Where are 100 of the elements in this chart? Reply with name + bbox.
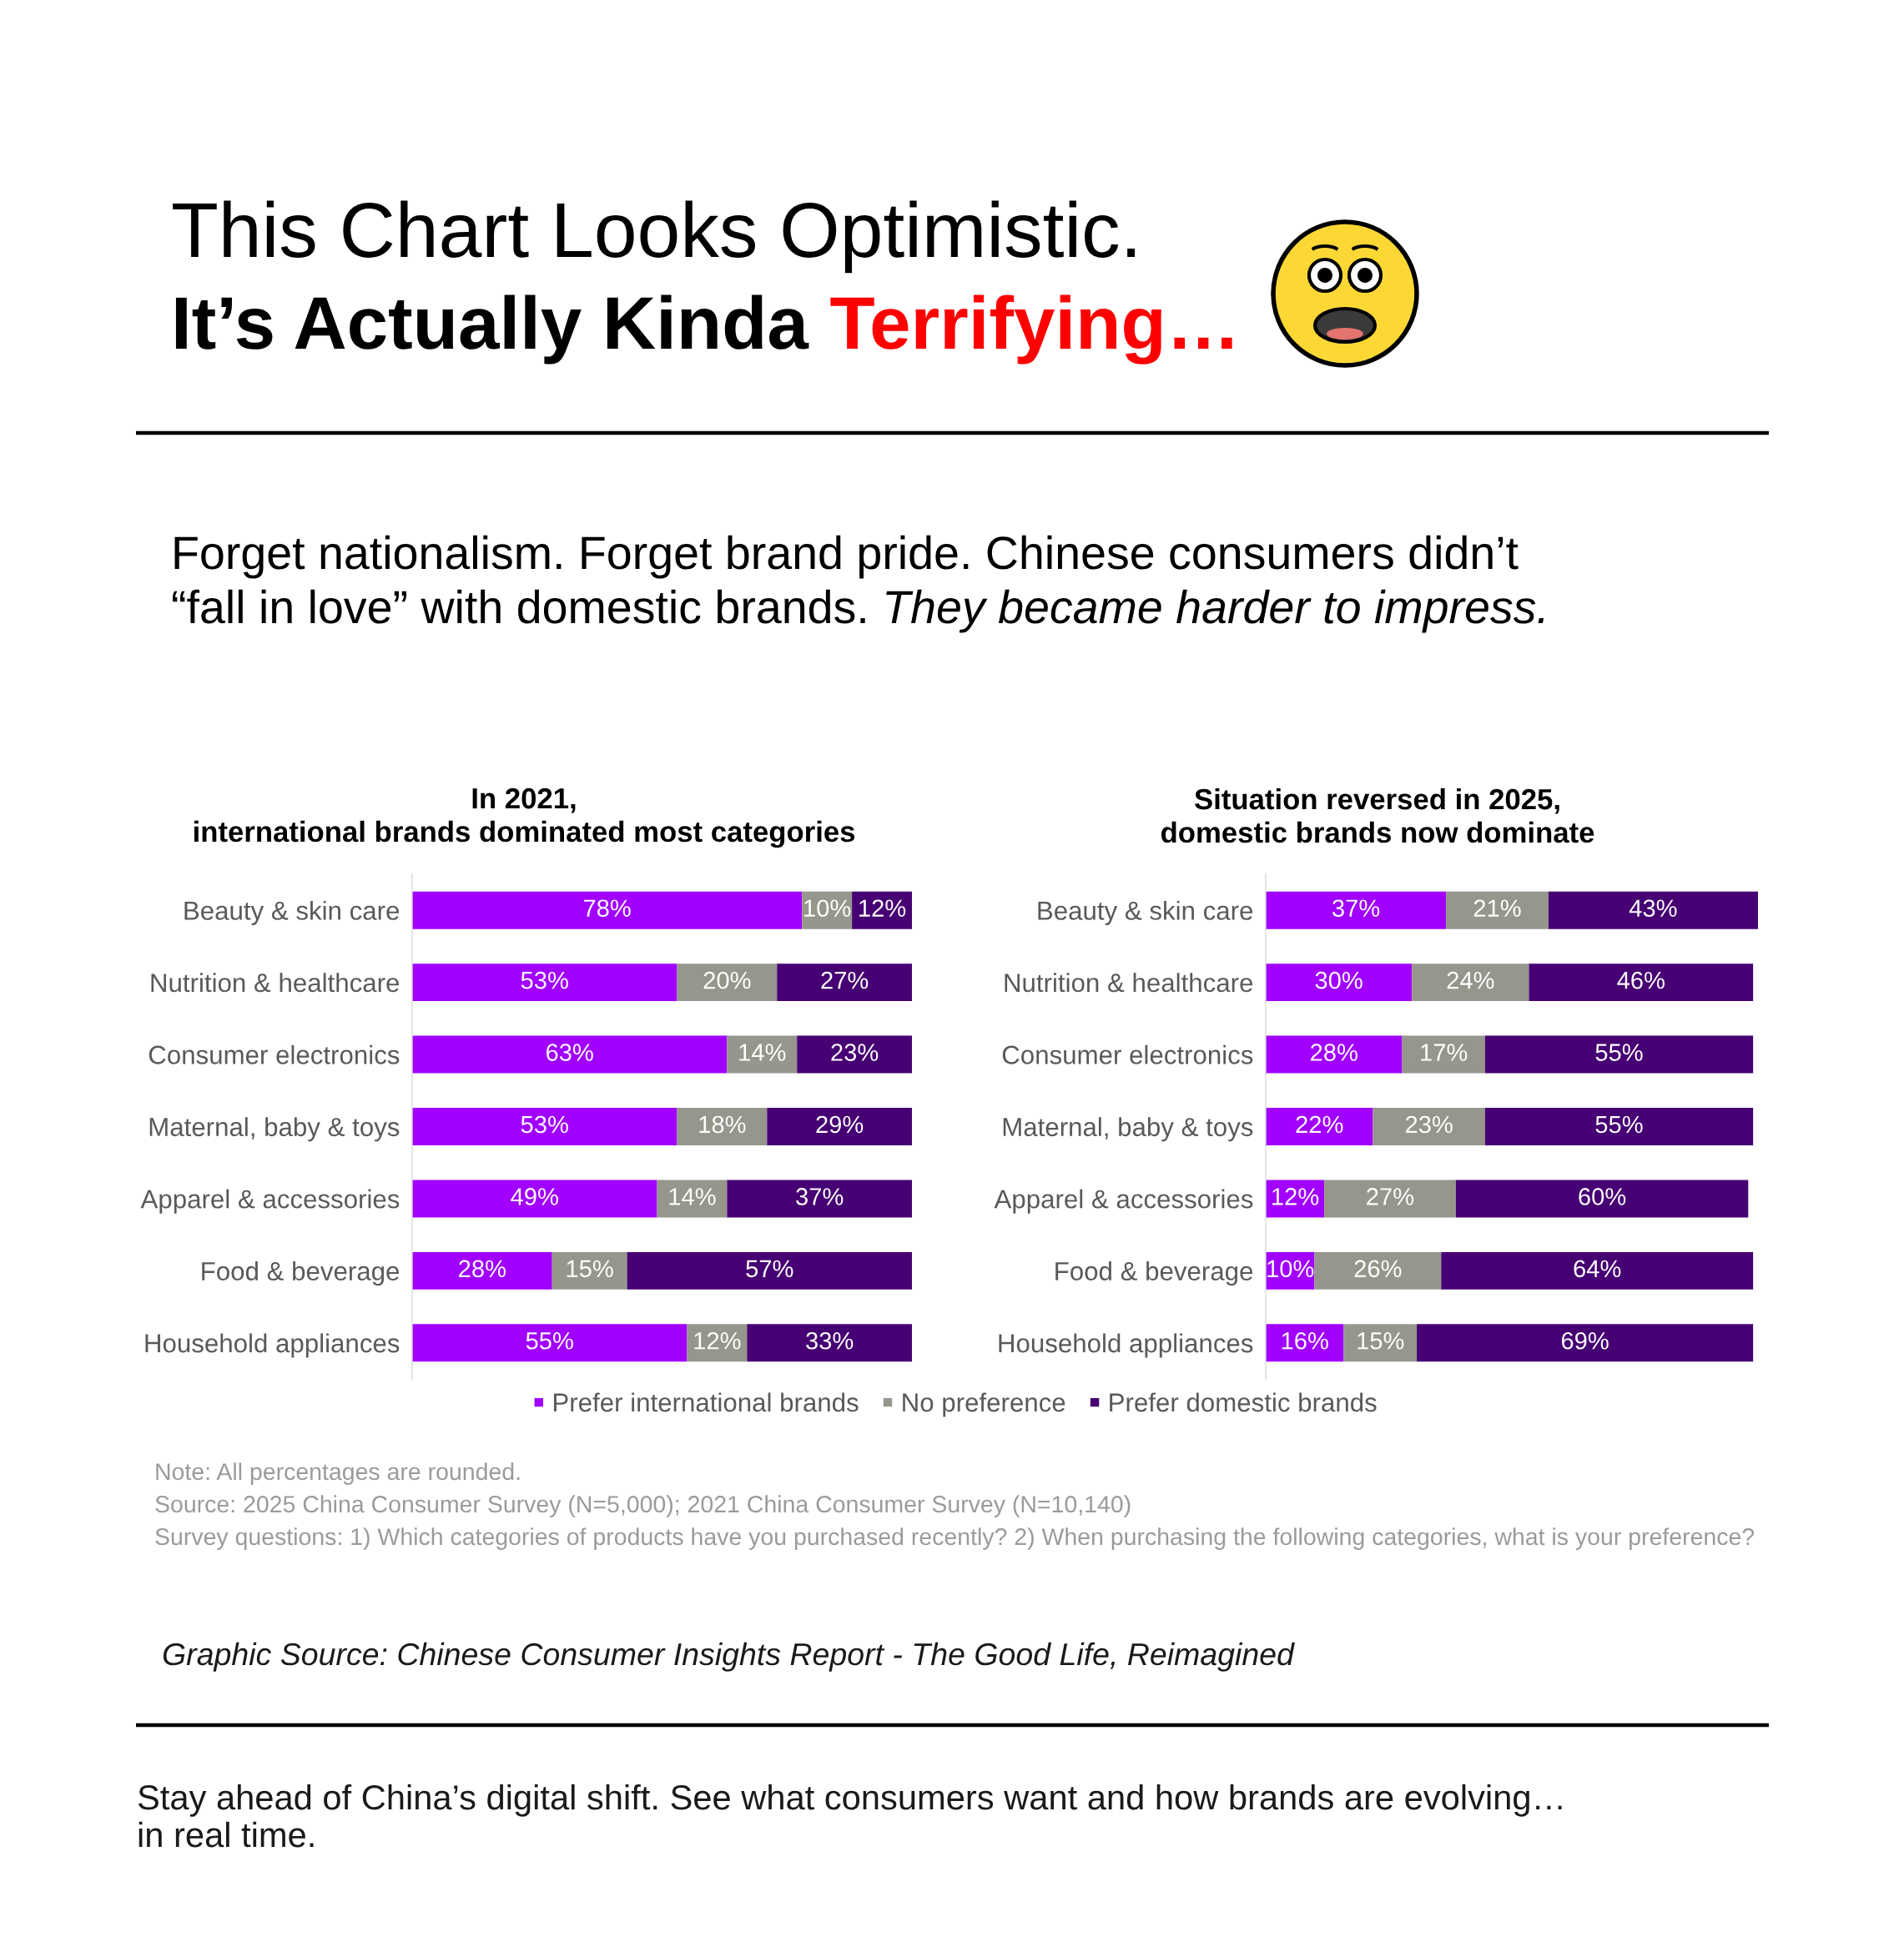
data-label: 12% [1272,1188,1319,1205]
data-label: 55% [1595,1044,1643,1061]
data-label: 69% [1561,1331,1609,1350]
bar [777,963,912,1002]
data-label: 21% [1473,899,1521,917]
y-tick-label: Maternal, baby & toys [149,1117,400,1142]
y-tick-label: Consumer electronics [149,1044,400,1064]
data-label: 23% [1405,1115,1453,1134]
data-label: 10% [1267,1260,1314,1278]
data-label: 10% [804,899,851,918]
data-label: 15% [1357,1332,1404,1350]
chart-title: Situation reversed in 2025, domestic brands now dominate [1161,787,1594,843]
y-tick-label: Household appliances [999,1333,1253,1358]
bar [627,1251,912,1290]
data-label: 29% [816,1115,864,1134]
bar [1412,963,1529,1002]
bar [1314,1251,1442,1290]
data-label: 28% [1311,1044,1357,1061]
text: Note: All percentages are rounded. [156,1462,520,1485]
y-tick-label: Maternal, baby & toys [1003,1117,1253,1142]
y-tick-label: Apparel & accessories [994,1189,1253,1214]
text: This Chart Looks Optimistic. [173,200,1136,274]
data-label: 15% [567,1260,613,1278]
bar [1548,891,1758,929]
y-tick-label: Household appliances [145,1333,400,1358]
bar [412,1108,677,1145]
data-label: 23% [831,1044,879,1061]
legend-label: Prefer domestic brands [1110,1392,1377,1412]
bar [767,1108,912,1145]
bar [412,963,677,1002]
data-label: 17% [1421,1044,1468,1061]
bar [1373,1108,1485,1145]
bar [677,963,778,1002]
y-tick-label: Beauty & skin care [184,900,400,926]
y-tick-label: Food & beverage [202,1261,400,1286]
bar [412,1180,657,1218]
data-label: 22% [1296,1115,1343,1134]
bar [1324,1180,1456,1218]
data-label: 12% [694,1331,741,1350]
bar [412,1035,728,1074]
data-label: 63% [546,1044,593,1061]
legend-label: Prefer international brands [553,1392,859,1412]
y-tick-label: Consumer electronics [1002,1044,1253,1064]
data-label: 49% [511,1188,558,1205]
data-label: 16% [1282,1331,1328,1350]
data-label: 27% [1367,1188,1414,1205]
data-label: 28% [459,1260,506,1278]
bar [1266,1324,1344,1362]
legend-label: No preference [903,1392,1065,1417]
text: It’s Actually Kinda Terrifying… [175,294,1232,365]
data-label: 46% [1617,971,1665,989]
bar [677,1108,768,1145]
data-label: 33% [806,1331,854,1350]
bar [727,1180,912,1218]
bar [1529,963,1754,1002]
bar [412,1324,688,1362]
data-label: 14% [739,1044,786,1061]
bar [657,1180,728,1218]
bar [1266,1108,1373,1145]
data-label: 37% [796,1188,844,1205]
bar [687,1324,748,1362]
text: Graphic Source: Chinese Consumer Insights Report - The Good Life, Reimagined [163,1642,1295,1672]
data-label: 18% [699,1115,746,1134]
data-label: 37% [1332,899,1380,918]
text: Forget nationalism. Forget brand pride. Chinese consumers didn’t [174,535,1519,579]
bar [1484,1108,1754,1145]
data-label: 24% [1447,971,1494,989]
y-tick-label: Nutrition & healthcare [151,973,400,993]
y-tick-label: Apparel & accessories [140,1189,400,1214]
text: Survey questions: 1) Which categories of products have you purchased recently? 2) When purchasing the following categories, what is your preference? [155,1527,1755,1550]
bar [1266,1035,1403,1074]
bar [412,891,803,929]
data-label: 26% [1354,1260,1402,1278]
bar [1343,1324,1418,1362]
text: Stay ahead of China’s digital shift. See what consumers want and how brands are evolving… in real time. [138,1784,1562,1848]
data-label: 20% [703,971,751,989]
bar [1266,891,1447,929]
bar [727,1035,798,1074]
bar [1455,1180,1749,1218]
data-label: 60% [1579,1188,1626,1205]
y-tick-label: Nutrition & healthcare [1005,973,1253,993]
text: They became harder to impress. [886,589,1544,633]
data-label: 53% [521,971,568,989]
data-label: 55% [526,1332,573,1350]
bar [552,1251,627,1290]
text: “fall in love” with domestic brands. [173,589,865,624]
y-tick-label: Food & beverage [1055,1261,1253,1286]
data-label: 14% [669,1188,716,1205]
data-label: 27% [821,971,869,989]
data-label: 78% [583,899,631,918]
y-tick-label: Beauty & skin care [1038,900,1253,926]
bar [797,1035,912,1074]
data-label: 12% [859,899,906,917]
data-label: 30% [1315,971,1363,989]
bar [1441,1251,1754,1290]
bar [412,1251,552,1290]
data-label: 55% [1595,1115,1643,1134]
bar [1417,1324,1754,1362]
bar [747,1324,912,1362]
bar [1446,891,1549,929]
